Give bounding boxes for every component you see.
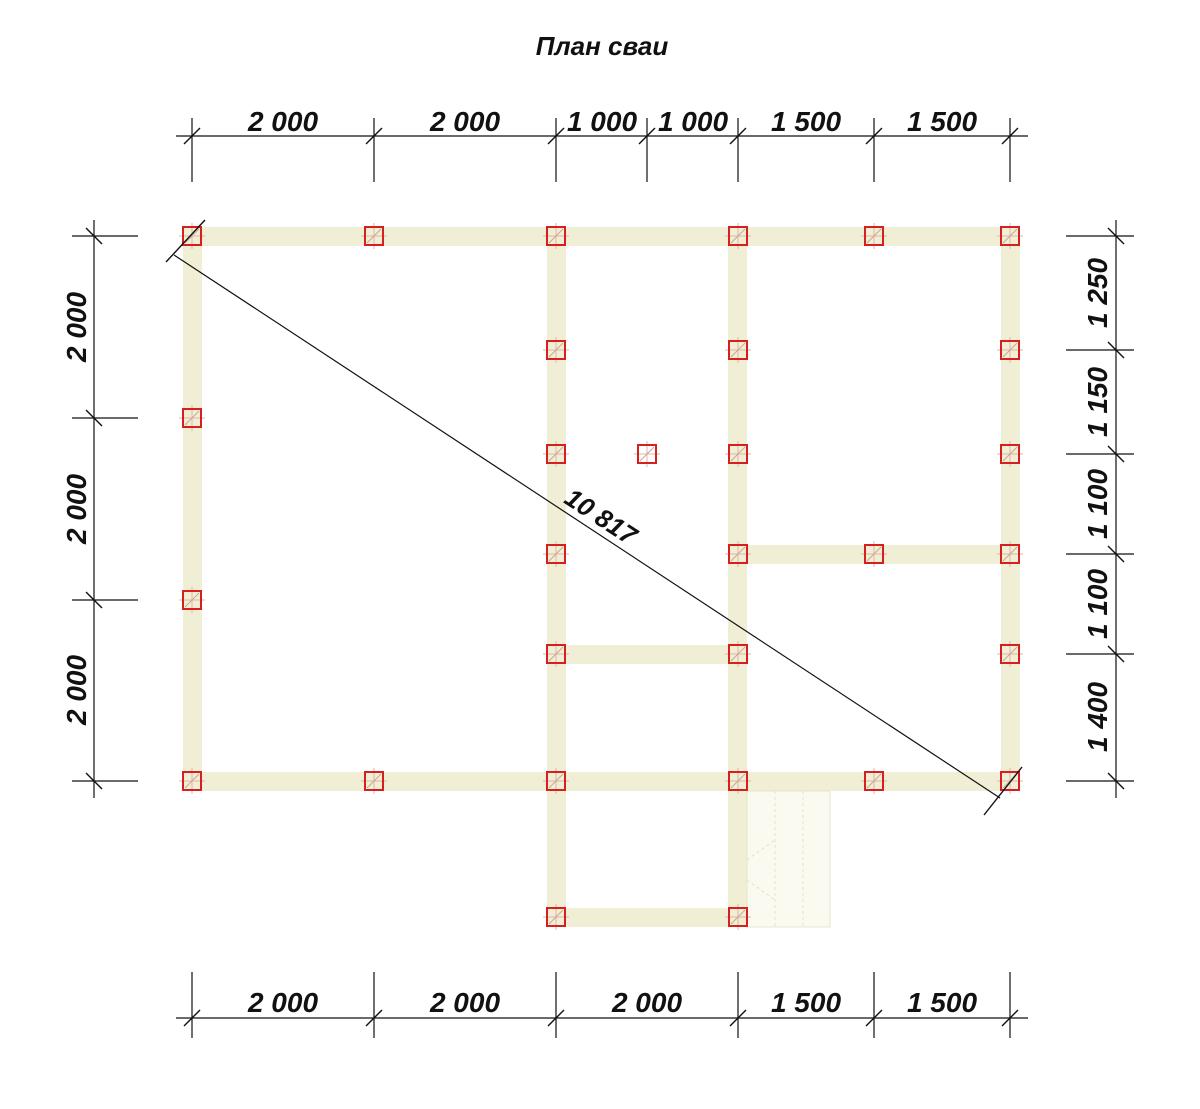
dim-top-6: 1 500 bbox=[907, 106, 977, 137]
dim-top-3: 1 000 bbox=[567, 106, 637, 137]
beam-left bbox=[183, 227, 202, 791]
pile-outline bbox=[1000, 340, 1020, 360]
pile bbox=[725, 768, 751, 794]
pile bbox=[997, 541, 1023, 567]
left-dimension-chain: 2 000 2 000 2 000 bbox=[61, 220, 138, 798]
pile-outline bbox=[364, 226, 384, 246]
stair-outline bbox=[746, 790, 831, 928]
pile bbox=[725, 223, 751, 249]
beam-top bbox=[183, 227, 1019, 246]
pile-outline bbox=[1000, 771, 1020, 791]
pile bbox=[725, 641, 751, 667]
dim-left-3: 2 000 bbox=[61, 655, 92, 726]
beam-right bbox=[1001, 227, 1020, 791]
right-dimension-chain: 1 250 1 150 1 100 1 100 1 400 bbox=[1066, 220, 1134, 798]
pile bbox=[997, 223, 1023, 249]
beam-bottom bbox=[183, 772, 1019, 791]
pile bbox=[543, 337, 569, 363]
pile bbox=[997, 641, 1023, 667]
dim-top-2: 2 000 bbox=[429, 106, 500, 137]
pile-outline bbox=[728, 444, 748, 464]
dim-right-2: 1 150 bbox=[1082, 367, 1113, 437]
dim-bottom-1: 2 000 bbox=[247, 987, 318, 1018]
piles-group bbox=[179, 223, 1023, 930]
dim-top-1: 2 000 bbox=[247, 106, 318, 137]
dim-right-1: 1 250 bbox=[1082, 258, 1113, 328]
pile bbox=[634, 441, 660, 467]
dim-bottom-3: 2 000 bbox=[611, 987, 682, 1018]
pile bbox=[179, 223, 205, 249]
pile-outline bbox=[546, 444, 566, 464]
dim-top-5: 1 500 bbox=[771, 106, 841, 137]
pile bbox=[179, 405, 205, 431]
beam-inner-right bbox=[728, 227, 747, 927]
beam-inner-left bbox=[547, 227, 566, 927]
pile bbox=[997, 337, 1023, 363]
pile bbox=[543, 904, 569, 930]
pile-outline bbox=[546, 226, 566, 246]
dim-bottom-5: 1 500 bbox=[907, 987, 977, 1018]
pile bbox=[543, 768, 569, 794]
pile bbox=[543, 441, 569, 467]
foundation-beams bbox=[183, 227, 1020, 927]
pile bbox=[861, 223, 887, 249]
top-dimension-chain: 2 000 2 000 1 000 1 000 1 500 1 500 bbox=[176, 106, 1028, 182]
dim-bottom-4: 1 500 bbox=[771, 987, 841, 1018]
pile-outline bbox=[1000, 226, 1020, 246]
pile-outline bbox=[864, 771, 884, 791]
pile bbox=[997, 768, 1023, 794]
pile-outline bbox=[182, 590, 202, 610]
dim-right-5: 1 400 bbox=[1082, 682, 1113, 752]
pile-outline bbox=[546, 340, 566, 360]
pile-outline bbox=[864, 226, 884, 246]
pile-outline bbox=[728, 771, 748, 791]
dim-right-3: 1 100 bbox=[1082, 469, 1113, 539]
pile-outline bbox=[864, 544, 884, 564]
pile-outline bbox=[728, 907, 748, 927]
pile-outline bbox=[182, 226, 202, 246]
pile-outline bbox=[1000, 444, 1020, 464]
pile-outline bbox=[182, 771, 202, 791]
porch-stair bbox=[746, 790, 831, 928]
pile bbox=[361, 223, 387, 249]
pile-outline bbox=[546, 644, 566, 664]
dim-left-1: 2 000 bbox=[61, 292, 92, 363]
pile bbox=[725, 337, 751, 363]
bottom-dimension-chain: 2 000 2 000 2 000 1 500 1 500 bbox=[176, 972, 1028, 1038]
plan-title: План сваи bbox=[536, 31, 669, 61]
diagonal-line bbox=[173, 254, 1001, 799]
dim-right-4: 1 100 bbox=[1082, 569, 1113, 639]
pile bbox=[725, 904, 751, 930]
pile bbox=[543, 541, 569, 567]
pile-outline bbox=[728, 544, 748, 564]
pile-outline bbox=[546, 771, 566, 791]
pile bbox=[861, 541, 887, 567]
diagonal-dimension: 10 817 bbox=[165, 219, 1023, 816]
pile-outline bbox=[546, 907, 566, 927]
beam-porch-bottom bbox=[547, 908, 747, 927]
pile-outline bbox=[637, 444, 657, 464]
pile-outline bbox=[1000, 644, 1020, 664]
dim-bottom-2: 2 000 bbox=[429, 987, 500, 1018]
pile-outline bbox=[182, 408, 202, 428]
pile bbox=[725, 541, 751, 567]
pile bbox=[543, 223, 569, 249]
pile bbox=[361, 768, 387, 794]
pile bbox=[997, 441, 1023, 467]
dim-top-4: 1 000 bbox=[658, 106, 728, 137]
pile-outline bbox=[728, 226, 748, 246]
pile-outline bbox=[364, 771, 384, 791]
pile bbox=[179, 587, 205, 613]
pile bbox=[179, 768, 205, 794]
pile-outline bbox=[546, 544, 566, 564]
pile-outline bbox=[728, 340, 748, 360]
pile bbox=[543, 641, 569, 667]
pile-outline bbox=[1000, 544, 1020, 564]
pile bbox=[725, 441, 751, 467]
pile-outline bbox=[728, 644, 748, 664]
dim-left-2: 2 000 bbox=[61, 474, 92, 545]
beam-mid-left bbox=[547, 645, 747, 664]
pile bbox=[861, 768, 887, 794]
